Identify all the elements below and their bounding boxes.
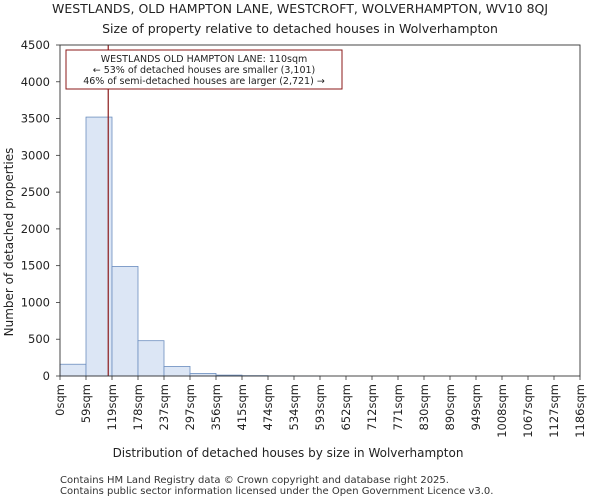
x-axis-ticks: 0sqm 59sqm 119sqm 178sqm 237sqm 297sqm 356sqm 4… (53, 376, 587, 438)
x-tick-label: 593sqm (313, 384, 327, 430)
bar-119sqm (111, 266, 139, 377)
annotation-line-3: 46% of semi-detached houses are larger (… (83, 76, 325, 87)
x-tick-label: 949sqm (469, 384, 483, 430)
y-tick-label: 1500 (21, 259, 50, 273)
plot-frame (59, 44, 581, 377)
x-tick-label: 297sqm (183, 384, 197, 430)
y-tick-label: 2500 (21, 185, 50, 199)
x-tick-label: 1067sqm (521, 384, 535, 438)
x-tick-label: 356sqm (209, 384, 223, 430)
x-tick-label: 119sqm (105, 384, 119, 430)
x-tick-label: 534sqm (287, 384, 301, 430)
annotation-line-1: WESTLANDS OLD HAMPTON LANE: 110sqm (101, 54, 308, 65)
footer-line-2: Contains public sector information licen… (60, 486, 493, 497)
y-tick-label: 3000 (21, 148, 50, 162)
y-tick-label: 500 (28, 332, 50, 346)
annotation-frame (65, 49, 343, 90)
y-axis-ticks: 0 500 1000 1500 2000 2500 3000 3500 4000 4500 (21, 38, 60, 383)
y-tick-label: 4000 (21, 75, 50, 89)
x-tick-label: 830sqm (417, 384, 431, 430)
y-tick-label: 3500 (21, 112, 50, 126)
x-tick-label: 0sqm (53, 384, 67, 416)
x-tick-label: 1127sqm (547, 384, 561, 438)
y-axis-label: Number of detached properties (2, 148, 16, 337)
annotation-line-2: ← 53% of detached houses are smaller (3,… (93, 65, 316, 76)
bars-group (59, 116, 321, 377)
y-tick-label: 4500 (21, 38, 50, 52)
bar-237sqm (163, 366, 191, 377)
footer-line-1: Contains HM Land Registry data © Crown c… (60, 475, 449, 486)
x-tick-label: 474sqm (261, 384, 275, 430)
y-tick-label: 2000 (21, 222, 50, 236)
x-tick-label: 1008sqm (495, 384, 509, 438)
x-tick-label: 712sqm (365, 384, 379, 430)
x-tick-label: 890sqm (443, 384, 457, 430)
x-tick-label: 415sqm (235, 384, 249, 430)
x-tick-label: 178sqm (131, 384, 145, 430)
chart-title: WESTLANDS, OLD HAMPTON LANE, WESTCROFT, … (52, 1, 548, 16)
chart-subtitle: Size of property relative to detached ho… (102, 21, 498, 36)
x-tick-label: 1186sqm (573, 384, 587, 438)
bar-178sqm (137, 340, 165, 377)
y-tick-label: 1000 (21, 295, 50, 309)
x-tick-label: 652sqm (339, 384, 353, 430)
x-axis-label: Distribution of detached houses by size … (113, 446, 464, 460)
bar-0sqm (59, 363, 87, 377)
annotation-box: WESTLANDS OLD HAMPTON LANE: 110sqm ← 53%… (65, 49, 343, 90)
x-tick-label: 771sqm (391, 384, 405, 430)
x-tick-label: 237sqm (157, 384, 171, 430)
x-tick-label: 59sqm (79, 384, 93, 423)
y-tick-label: 0 (43, 369, 50, 383)
